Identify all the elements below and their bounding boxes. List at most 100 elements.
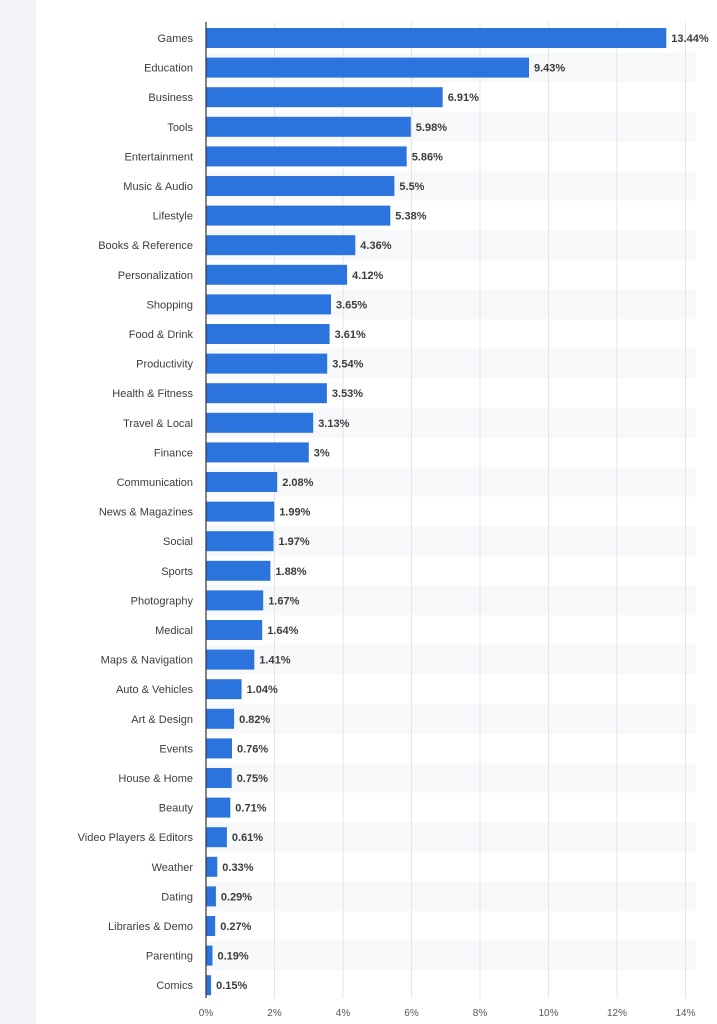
row-band bbox=[206, 467, 696, 497]
value-label: 1.67% bbox=[268, 595, 299, 607]
x-tick-label: 10% bbox=[538, 1008, 558, 1019]
category-label: Personalization bbox=[118, 270, 193, 282]
category-label: Shopping bbox=[147, 299, 194, 311]
category-label: Auto & Vehicles bbox=[116, 684, 194, 696]
value-label: 3.65% bbox=[336, 299, 367, 311]
category-label: Travel & Local bbox=[123, 418, 193, 430]
category-label: Sports bbox=[161, 566, 193, 578]
category-label: Health & Fitness bbox=[112, 388, 193, 400]
row-band bbox=[206, 704, 696, 734]
category-label: Productivity bbox=[136, 359, 193, 371]
bar bbox=[206, 57, 529, 78]
bar bbox=[206, 501, 275, 522]
bar bbox=[206, 28, 667, 48]
value-label: 0.75% bbox=[237, 773, 268, 785]
bar bbox=[206, 708, 235, 729]
category-label: Weather bbox=[152, 862, 194, 874]
value-label: 3.61% bbox=[335, 329, 366, 341]
category-label: Tools bbox=[167, 122, 193, 134]
category-label: News & Magazines bbox=[99, 507, 194, 519]
value-label: 0.27% bbox=[220, 921, 251, 933]
category-label: Social bbox=[163, 536, 193, 548]
row-band bbox=[206, 940, 696, 971]
bar bbox=[206, 649, 255, 670]
value-label: 0.19% bbox=[218, 951, 249, 963]
bar bbox=[206, 353, 328, 374]
category-label: Dating bbox=[161, 891, 193, 903]
category-label: Comics bbox=[156, 980, 193, 992]
x-tick-label: 12% bbox=[607, 1008, 627, 1019]
row-band bbox=[206, 763, 696, 793]
value-labels: 13.44% 9.43% 6.91% 5.98% 5.86% 5.5% 5.38% 4.36%… bbox=[216, 33, 709, 992]
bar bbox=[206, 205, 391, 226]
bar bbox=[206, 412, 314, 433]
bar bbox=[206, 945, 213, 966]
value-label: 3% bbox=[314, 447, 330, 459]
category-label: Education bbox=[144, 63, 193, 75]
bar bbox=[206, 472, 278, 492]
bar bbox=[206, 176, 395, 196]
value-label: 6.91% bbox=[448, 92, 479, 104]
bar bbox=[206, 235, 356, 256]
bar-chart: Games Education Business Tools Entertainment… bbox=[78, 22, 709, 1019]
bar bbox=[206, 324, 330, 344]
category-label: Business bbox=[148, 92, 193, 104]
bar bbox=[206, 768, 232, 788]
row-band bbox=[206, 585, 696, 616]
bar bbox=[206, 383, 327, 404]
category-label: Beauty bbox=[159, 803, 194, 815]
x-tick-label: 0% bbox=[199, 1008, 214, 1019]
x-tick-label: 4% bbox=[336, 1008, 351, 1019]
value-label: 0.71% bbox=[235, 803, 266, 815]
value-label: 5.5% bbox=[399, 181, 424, 193]
bar bbox=[206, 531, 274, 552]
chart-card: Games Education Business Tools Entertainment… bbox=[36, 0, 717, 1024]
category-label: House & Home bbox=[118, 773, 193, 785]
bar bbox=[206, 146, 407, 167]
value-label: 3.53% bbox=[332, 388, 363, 400]
category-label: Medical bbox=[155, 625, 193, 637]
bar bbox=[206, 116, 411, 137]
value-label: 2.08% bbox=[282, 477, 313, 489]
row-band bbox=[206, 881, 696, 912]
x-tick-labels: 0% 2% 4% 6% 8% 10% 12% 14% bbox=[199, 1008, 696, 1019]
category-label: Video Players & Editors bbox=[78, 832, 194, 844]
category-label: Lifestyle bbox=[153, 211, 193, 223]
category-label: Communication bbox=[117, 477, 193, 489]
value-label: 9.43% bbox=[534, 63, 565, 75]
row-band bbox=[206, 644, 696, 675]
bar bbox=[206, 738, 232, 759]
category-label: Entertainment bbox=[125, 151, 193, 163]
value-label: 1.88% bbox=[275, 566, 306, 578]
category-label: Maps & Navigation bbox=[101, 655, 193, 667]
x-tick-label: 14% bbox=[675, 1008, 695, 1019]
bar bbox=[206, 620, 263, 640]
value-label: 5.38% bbox=[395, 211, 426, 223]
value-label: 5.86% bbox=[412, 151, 443, 163]
value-label: 13.44% bbox=[671, 33, 709, 45]
value-label: 1.41% bbox=[259, 655, 290, 667]
value-label: 0.76% bbox=[237, 743, 268, 755]
category-labels: Games Education Business Tools Entertainment… bbox=[78, 33, 194, 992]
category-label: Events bbox=[159, 743, 193, 755]
category-label: Libraries & Demo bbox=[108, 921, 193, 933]
category-label: Photography bbox=[131, 595, 194, 607]
value-label: 0.33% bbox=[222, 862, 253, 874]
category-label: Books & Reference bbox=[98, 240, 193, 252]
value-label: 4.36% bbox=[360, 240, 391, 252]
bar bbox=[206, 590, 264, 611]
value-label: 1.97% bbox=[279, 536, 310, 548]
x-tick-label: 2% bbox=[267, 1008, 282, 1019]
bar bbox=[206, 827, 227, 848]
value-label: 5.98% bbox=[416, 122, 447, 134]
bar bbox=[206, 87, 443, 108]
value-label: 1.04% bbox=[247, 684, 278, 696]
value-label: 3.54% bbox=[332, 359, 363, 371]
bar bbox=[206, 916, 216, 936]
row-band bbox=[206, 822, 696, 852]
value-label: 1.64% bbox=[267, 625, 298, 637]
value-label: 3.13% bbox=[318, 418, 349, 430]
value-label: 0.61% bbox=[232, 832, 263, 844]
category-label: Games bbox=[158, 33, 194, 45]
bar bbox=[206, 886, 216, 907]
